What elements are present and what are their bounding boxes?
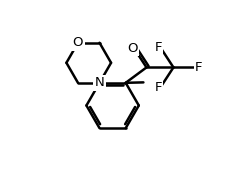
Text: F: F — [154, 81, 162, 94]
Text: O: O — [73, 36, 83, 49]
Text: F: F — [195, 61, 203, 74]
Text: O: O — [127, 42, 138, 55]
Text: N: N — [95, 76, 104, 89]
Text: F: F — [154, 41, 162, 54]
